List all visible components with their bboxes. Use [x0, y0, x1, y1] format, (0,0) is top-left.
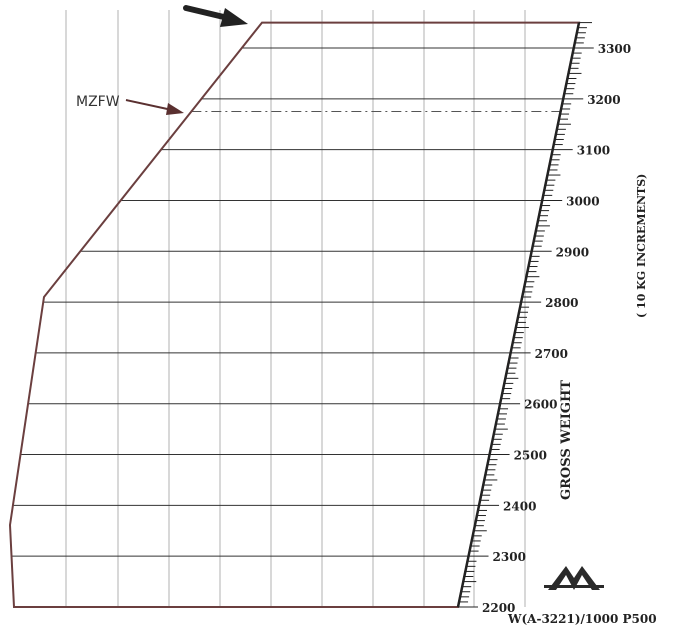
- axis-subtitle: ( 10 KG INCREMENTS): [635, 174, 648, 318]
- scale-label: 2800: [545, 296, 578, 310]
- scale-label: 2700: [535, 347, 568, 361]
- gross-weight-scale-ticks: [458, 22, 594, 608]
- vertical-grid-lines: [65, 10, 526, 607]
- mzfw-label: MZFW: [76, 94, 120, 110]
- scale-label: 2900: [556, 245, 589, 259]
- scale-label: 2500: [514, 449, 547, 463]
- scale-label: 3000: [566, 194, 599, 208]
- mzfw-arrow-icon: [125, 99, 184, 115]
- axis-subtitle-group: ( 10 KG INCREMENTS): [635, 174, 648, 318]
- scale-label: 2300: [493, 550, 526, 564]
- weight-envelope-outline: [8, 21, 581, 608]
- axis-title: GROSS WEIGHT: [559, 380, 574, 500]
- scale-label: 3200: [587, 93, 620, 107]
- scale-label: 2600: [524, 398, 557, 412]
- footer-label: W(A-3221)/1000 P500: [507, 612, 657, 626]
- entry-arrow-icon: [183, 5, 248, 27]
- scale-label: 2200: [482, 601, 515, 615]
- axis-title-group: GROSS WEIGHT: [559, 380, 574, 500]
- horizontal-grid-lines: [11, 47, 574, 557]
- dva-logo: [544, 566, 604, 590]
- gross-weight-scale-labels: 2200 2300 2400 2500 2600 2700 2800 2900 3000 3100…: [482, 42, 631, 615]
- gross-weight-scale-spine: [456, 22, 581, 608]
- scale-label: 3300: [598, 42, 631, 56]
- scale-label: 2400: [503, 499, 536, 513]
- scale-label: 3100: [577, 144, 610, 158]
